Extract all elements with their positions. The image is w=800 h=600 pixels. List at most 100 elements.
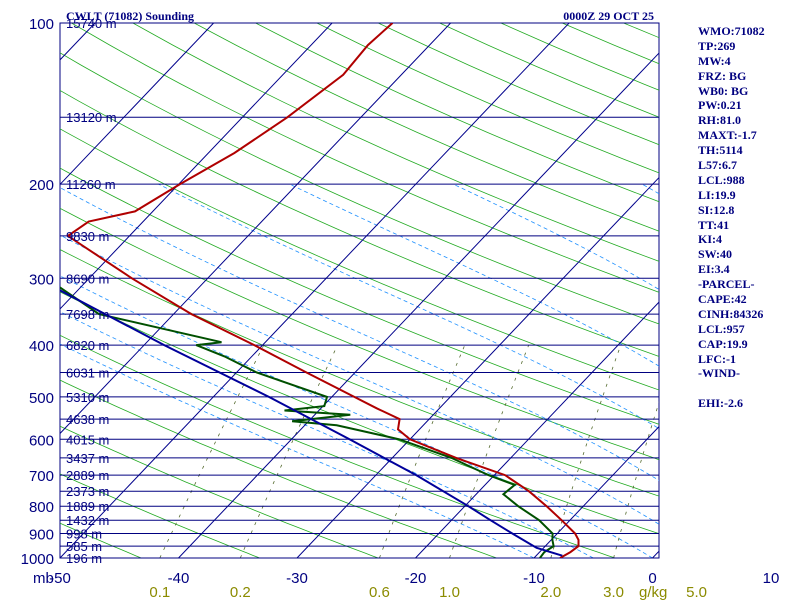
mixing-ratio-tick-label: 0.6 xyxy=(369,584,390,600)
index-row: PW:0.21 xyxy=(698,98,742,113)
chart-title-station: CWLT (71082) Sounding xyxy=(66,9,194,23)
index-row: TH:5114 xyxy=(698,143,743,158)
index-row: TT:41 xyxy=(698,217,730,232)
temperature-tick-label: 0 xyxy=(648,570,656,587)
index-row: CAP:19.9 xyxy=(698,336,748,351)
dewpoint-profile xyxy=(60,286,555,558)
height-label: 13120 m xyxy=(66,110,117,125)
index-row: -WIND- xyxy=(698,366,740,381)
dry-adiabat xyxy=(60,90,659,357)
index-row: L57:6.7 xyxy=(698,158,737,173)
dry-adiabat xyxy=(60,291,659,535)
height-label: 9830 m xyxy=(66,229,109,244)
mixing-ratio-tick-label: 0.2 xyxy=(230,584,251,600)
height-label: 6820 m xyxy=(66,338,109,353)
index-row: LFC:-1 xyxy=(698,351,736,366)
height-label: 196 m xyxy=(66,551,102,566)
temperature-profile xyxy=(66,23,580,558)
isotherm xyxy=(296,176,659,558)
sounding-profiles xyxy=(60,23,580,558)
dry-adiabat xyxy=(60,473,261,558)
moist-adiabat xyxy=(60,343,535,558)
isotherm xyxy=(60,23,570,558)
dry-adiabat xyxy=(60,522,143,558)
height-label: 5310 m xyxy=(66,390,109,405)
temperature-tick-label: -20 xyxy=(405,570,427,587)
mixing-ratio-tick-label: 2.0 xyxy=(540,584,561,600)
pressure-tick-label: 400 xyxy=(29,338,54,355)
pressure-tick-label: 500 xyxy=(29,390,54,407)
mixing-ratio-unit-label: g/kg xyxy=(639,584,667,600)
pressure-tick-label: 1000 xyxy=(21,551,54,568)
temperature-tick-label: -40 xyxy=(168,570,190,587)
index-row: SI:12.8 xyxy=(698,202,735,217)
dry-adiabat xyxy=(60,249,659,497)
pressure-tick-label: 700 xyxy=(29,468,54,485)
dry-adiabat xyxy=(60,379,498,558)
height-label: 8690 m xyxy=(66,271,109,286)
mixing-ratio-tick-label: 0.1 xyxy=(149,584,170,600)
index-row: EI:3.4 xyxy=(698,262,730,277)
parcel-profile xyxy=(60,289,563,557)
dry-adiabat xyxy=(60,167,659,425)
index-row: MAXT:-1.7 xyxy=(698,128,757,143)
pressure-tick-label: 900 xyxy=(29,527,54,544)
index-row: LI:19.9 xyxy=(698,187,736,202)
dry-adiabat xyxy=(0,23,49,569)
mixing-ratio-tick-label: 5.0 xyxy=(686,584,707,600)
height-label: 1889 m xyxy=(66,499,109,514)
height-label: 3437 m xyxy=(66,451,109,466)
dry-adiabat xyxy=(60,207,659,461)
temperature-tick-label: -50 xyxy=(49,570,71,587)
dry-adiabat xyxy=(71,23,659,293)
dry-adiabat xyxy=(60,334,617,558)
height-label: 11260 m xyxy=(66,177,116,192)
pressure-tick-label: 800 xyxy=(29,499,54,516)
temperature-tick-label: 10 xyxy=(763,570,780,587)
isotherm xyxy=(178,52,659,558)
isotherm xyxy=(771,23,800,558)
pressure-tick-label: 200 xyxy=(29,177,54,194)
grid-lines xyxy=(0,23,800,569)
index-row: TP:269 xyxy=(698,38,736,53)
pressure-tick-label: 300 xyxy=(29,271,54,288)
index-row: -PARCEL- xyxy=(698,277,755,292)
isotherm xyxy=(60,23,451,435)
index-row: WMO:71082 xyxy=(698,24,765,38)
mixing-ratio-tick-label: 1.0 xyxy=(439,584,460,600)
index-row: SW:40 xyxy=(698,247,733,262)
height-label: 1432 m xyxy=(66,513,109,528)
index-row: MW:4 xyxy=(698,53,731,68)
height-label: 15740 m xyxy=(66,16,117,31)
isotherm xyxy=(415,301,659,558)
index-row: CAPE:42 xyxy=(698,292,747,307)
temperature-tick-label: -30 xyxy=(286,570,308,587)
dry-adiabat xyxy=(60,128,659,391)
moist-adiabat xyxy=(60,234,659,525)
temperature-tick-label: -10 xyxy=(523,570,545,587)
pressure-tick-label: 600 xyxy=(29,432,54,449)
index-row xyxy=(698,381,765,396)
chart-title-time: 0000Z 29 OCT 25 xyxy=(563,9,654,23)
height-label: 6031 m xyxy=(66,366,109,381)
index-row: FRZ: BG xyxy=(698,68,747,83)
dry-adiabat xyxy=(60,425,380,558)
height-label: 2889 m xyxy=(66,468,109,483)
stability-indices: WMO:71082 TP:269 MW:4 FRZ: BG WB0: BG PW:0.21… xyxy=(698,24,765,411)
isotherm xyxy=(60,23,333,310)
moist-adiabat xyxy=(60,275,653,558)
isotherm xyxy=(60,23,214,186)
height-label: 4638 m xyxy=(66,412,109,427)
height-label: 2373 m xyxy=(66,484,109,499)
mixing-ratio-tick-label: 3.0 xyxy=(603,584,624,600)
dry-adiabat xyxy=(60,52,659,325)
isotherm xyxy=(533,425,659,558)
pressure-unit-label: mb xyxy=(33,570,54,587)
height-label: 998 m xyxy=(66,527,102,542)
index-row: EHI:-2.6 xyxy=(698,396,743,411)
index-row: LCL:988 xyxy=(698,172,745,187)
pressure-tick-label: 100 xyxy=(29,16,54,33)
index-row: LCL:957 xyxy=(698,321,745,336)
